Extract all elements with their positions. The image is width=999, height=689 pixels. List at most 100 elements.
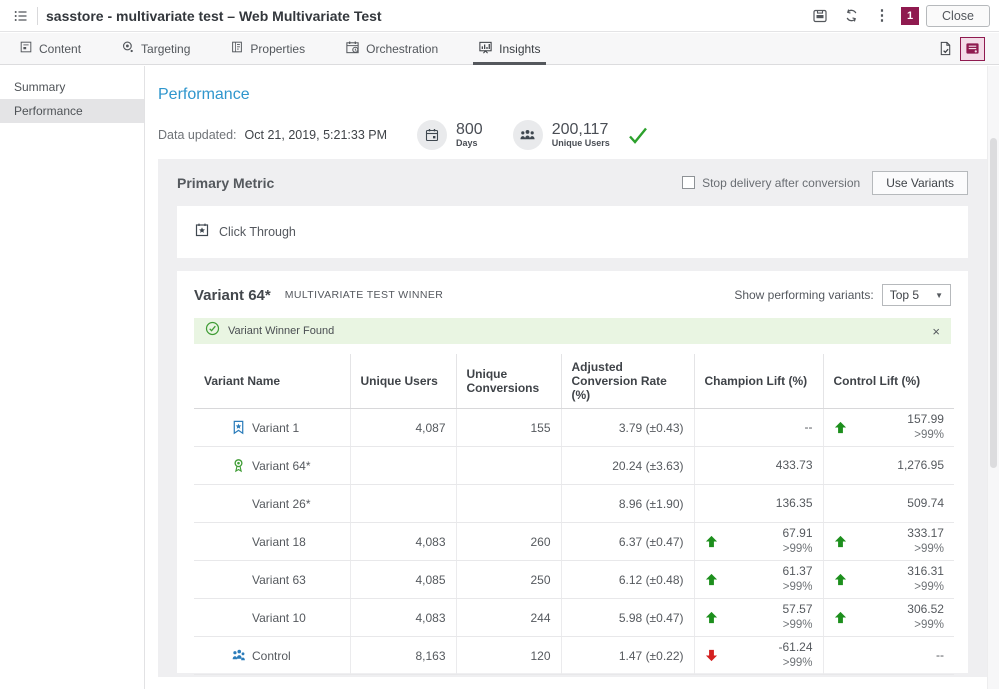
lift-up-arrow-icon — [705, 535, 718, 548]
lift-value: 509.74 — [907, 496, 944, 512]
lift-confidence: >99% — [782, 542, 812, 557]
unique-users-cell — [350, 485, 456, 523]
variant-name-cell: Variant 64* — [194, 447, 350, 485]
lift-value: -- — [805, 420, 813, 436]
lift-up-arrow-icon — [834, 611, 847, 624]
unique-conversions-cell: 244 — [456, 599, 561, 637]
stop-delivery-checkbox[interactable] — [682, 176, 695, 189]
lift-value: 433.73 — [776, 458, 813, 474]
lift-up-arrow-icon — [834, 421, 847, 434]
col-unique-conversions: Unique Conversions — [456, 354, 561, 409]
lift-down-arrow-icon — [705, 649, 718, 662]
menu-list-icon[interactable] — [9, 4, 33, 28]
insights-panel-toggle-icon[interactable] — [960, 37, 985, 61]
champion-lift-cell: 433.73 — [694, 447, 823, 485]
champion-flag-icon — [231, 420, 252, 435]
variant-name-label: Variant 10 — [252, 611, 306, 625]
champion-lift-cell: 61.37>99% — [694, 561, 823, 599]
variant-name-label: Variant 63 — [252, 573, 306, 587]
table-row: Variant 104,0832445.98 (±0.47)57.57>99%3… — [194, 599, 954, 637]
unique-users-cell: 4,087 — [350, 409, 456, 447]
lift-value: 67.91 — [782, 526, 812, 542]
document-check-icon[interactable] — [933, 37, 958, 61]
tab-insights[interactable]: Insights — [473, 33, 545, 64]
lift-up-arrow-icon — [705, 611, 718, 624]
adjusted-rate-cell: 20.24 (±3.63) — [561, 447, 694, 485]
variant-name-cell: Variant 26* — [194, 485, 350, 523]
col-champion-lift: Champion Lift (%) — [694, 354, 823, 409]
variant-name-cell: Variant 63 — [194, 561, 350, 599]
properties-icon — [230, 40, 244, 57]
unique-conversions-cell: 250 — [456, 561, 561, 599]
primary-metric-title: Primary Metric — [177, 175, 682, 191]
status-check-icon — [628, 127, 648, 144]
lift-up-arrow-icon — [834, 573, 847, 586]
unique-conversions-cell — [456, 447, 561, 485]
metric-name: Click Through — [219, 225, 296, 239]
unique-users-label: Unique Users — [552, 138, 610, 148]
lift-value: -- — [936, 648, 944, 664]
vertical-scrollbar[interactable] — [987, 66, 999, 689]
winner-found-banner: Variant Winner Found × — [194, 318, 951, 344]
col-control-lift: Control Lift (%) — [823, 354, 954, 409]
show-variants-select[interactable]: Top 5 ▼ — [882, 284, 951, 306]
variants-card: Variant 64* MULTIVARIATE TEST WINNER Sho… — [177, 271, 968, 673]
chevron-down-icon: ▼ — [935, 291, 943, 300]
lift-value: 316.31 — [907, 564, 944, 580]
variant-name-label: Variant 1 — [252, 421, 299, 435]
unique-conversions-cell — [456, 485, 561, 523]
unique-conversions-cell: 260 — [456, 523, 561, 561]
col-adjusted-rate: Adjusted Conversion Rate (%) — [561, 354, 694, 409]
adjusted-rate-cell: 1.47 (±0.22) — [561, 637, 694, 675]
table-row: Variant 14,0871553.79 (±0.43)--157.99>99… — [194, 409, 954, 447]
control-lift-cell: 1,276.95 — [823, 447, 954, 485]
insights-sidebar: Summary Performance — [0, 66, 145, 689]
control-lift-cell: 509.74 — [823, 485, 954, 523]
lift-confidence: >99% — [782, 618, 812, 633]
control-lift-cell: 157.99>99% — [823, 409, 954, 447]
champion-lift-cell: -61.24>99% — [694, 637, 823, 675]
table-row: Variant 64* 20.24 (±3.63) 433.73 1,276.95 — [194, 447, 954, 485]
lift-value: 157.99 — [907, 412, 944, 428]
tab-label: Orchestration — [366, 42, 438, 56]
show-variants-label: Show performing variants: — [734, 288, 873, 302]
tab-properties[interactable]: Properties — [225, 33, 310, 64]
winner-variant-title: Variant 64* — [194, 287, 271, 304]
scrollbar-thumb[interactable] — [990, 138, 997, 468]
click-through-star-icon — [194, 222, 210, 243]
stat-unique-users: 200,117 Unique Users — [513, 120, 610, 150]
tab-content[interactable]: Content — [14, 33, 86, 64]
variant-name-cell: Variant 10 — [194, 599, 350, 637]
table-row: Variant 26*8.96 (±1.90)136.35509.74 — [194, 485, 954, 523]
lift-value: 333.17 — [907, 526, 944, 542]
banner-close-icon[interactable]: × — [932, 325, 940, 338]
tab-label: Insights — [499, 42, 540, 56]
variants-table: Variant Name Unique Users Unique Convers… — [194, 354, 954, 675]
check-circle-icon — [205, 321, 220, 341]
unique-conversions-cell: 120 — [456, 637, 561, 675]
lift-value: 61.37 — [782, 564, 812, 580]
refresh-sync-icon[interactable] — [839, 4, 863, 28]
sidebar-item-summary[interactable]: Summary — [0, 75, 144, 99]
kebab-menu-icon[interactable]: ⋮ — [870, 4, 894, 28]
lift-value: 306.52 — [907, 602, 944, 618]
stop-delivery-label: Stop delivery after conversion — [702, 176, 860, 190]
lift-confidence: >99% — [907, 542, 944, 557]
unique-users-cell: 4,083 — [350, 599, 456, 637]
close-button[interactable]: Close — [926, 5, 990, 27]
variant-name-cell: Control — [194, 637, 350, 675]
table-header-row: Variant Name Unique Users Unique Convers… — [194, 354, 954, 409]
sidebar-item-performance[interactable]: Performance — [0, 99, 144, 123]
unique-users-cell: 4,083 — [350, 523, 456, 561]
champion-lift-cell: -- — [694, 409, 823, 447]
page-title: Performance — [158, 86, 987, 104]
show-variants-value: Top 5 — [890, 288, 919, 302]
tab-orchestration[interactable]: Orchestration — [340, 33, 443, 64]
data-updated-label: Data updated: — [158, 128, 237, 142]
tabbar: Content Targeting Properties Orchestrati… — [0, 33, 999, 65]
use-variants-button[interactable]: Use Variants — [872, 171, 968, 195]
tab-targeting[interactable]: Targeting — [116, 33, 195, 64]
stat-days: 800 Days — [417, 120, 483, 150]
notification-badge[interactable]: 1 — [901, 7, 919, 25]
save-icon[interactable] — [808, 4, 832, 28]
